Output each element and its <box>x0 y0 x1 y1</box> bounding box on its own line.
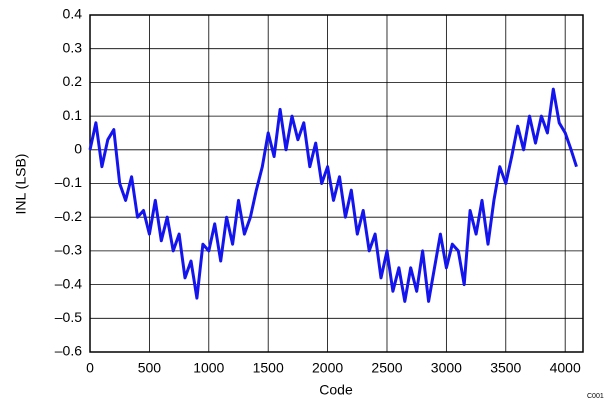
y-axis-label: INL (LSB) <box>13 154 29 215</box>
y-tick-label: 0.1 <box>63 107 83 123</box>
x-tick-label: 3000 <box>431 360 462 376</box>
y-tick-label: –0.1 <box>55 174 82 190</box>
y-tick-label: 0.3 <box>63 39 83 55</box>
x-tick-label: 2500 <box>371 360 402 376</box>
y-tick-label: 0 <box>74 141 82 157</box>
data-line <box>88 87 578 303</box>
x-tick-label: 2000 <box>312 360 343 376</box>
y-tick-label: –0.4 <box>55 275 82 291</box>
y-tick-label: 0.2 <box>63 73 83 89</box>
x-tick-label: 3500 <box>490 360 521 376</box>
footnote: C001 <box>587 393 604 400</box>
x-tick-label: 4000 <box>550 360 581 376</box>
x-tick-label: 0 <box>86 360 94 376</box>
plot-frame <box>89 14 584 353</box>
y-tick-label: –0.6 <box>55 343 82 359</box>
x-tick-label: 1000 <box>193 360 224 376</box>
y-tick-label: –0.2 <box>55 208 82 224</box>
y-tick-label: –0.3 <box>55 242 82 258</box>
x-axis-label: Code <box>319 382 353 398</box>
y-tick-label: 0.4 <box>63 6 83 22</box>
y-tick-label: –0.5 <box>55 309 82 325</box>
x-tick-label: 500 <box>138 360 162 376</box>
x-tick-label: 1500 <box>253 360 284 376</box>
